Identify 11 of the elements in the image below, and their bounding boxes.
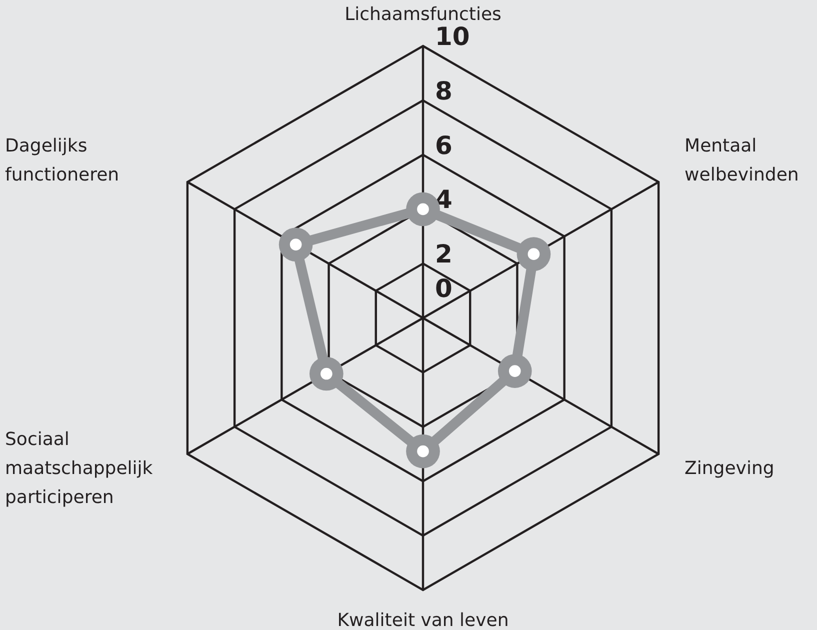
y-tick-label: 6 xyxy=(435,130,452,160)
spoke-label: Zingeving xyxy=(684,458,774,479)
y-tick-label: 0 xyxy=(435,274,452,303)
spoke-label: Lichaamsfuncties xyxy=(344,4,502,25)
y-tick-label: 2 xyxy=(435,240,452,269)
y-tick-label: 8 xyxy=(435,76,452,106)
spoke-label: Mentaal welbevinden xyxy=(684,136,799,186)
spoke-label: Sociaal maatschappelijk participeren xyxy=(5,429,154,508)
y-tick-label: 10 xyxy=(435,22,470,51)
spoke-label: Kwaliteit van leven xyxy=(337,610,509,630)
spoke-label: Dagelijks functioneren xyxy=(5,136,120,186)
